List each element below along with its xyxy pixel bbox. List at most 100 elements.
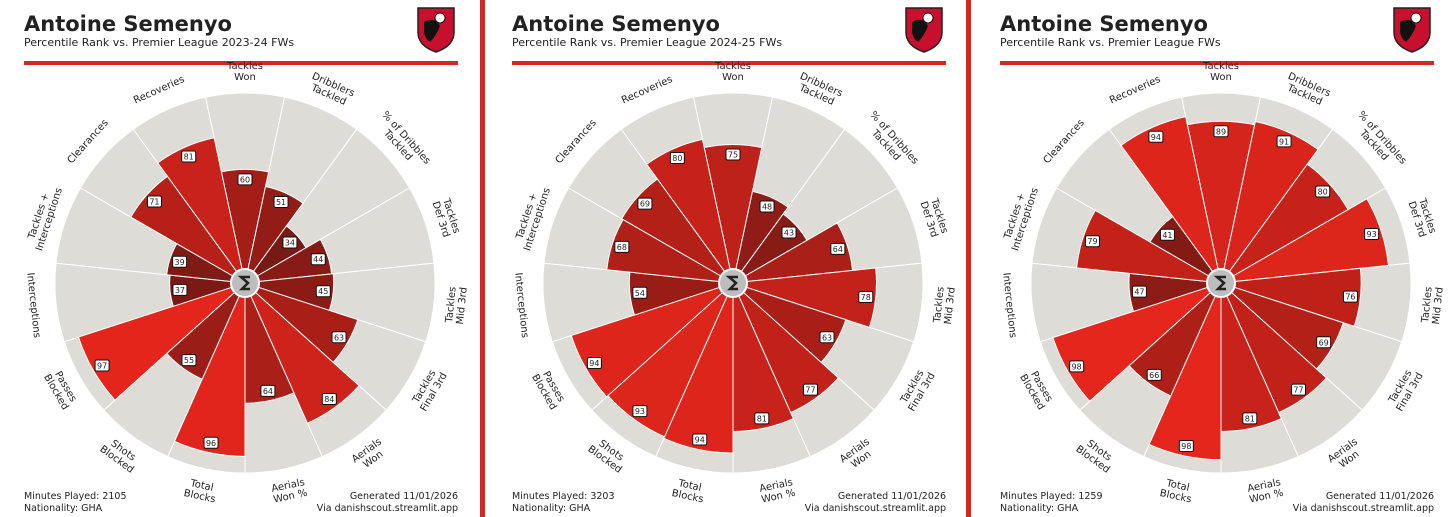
category-label: DribblersTackled bbox=[794, 71, 845, 110]
value-label: 69 bbox=[1319, 338, 1329, 347]
value-label: 45 bbox=[318, 287, 328, 296]
value-label-box bbox=[181, 354, 197, 367]
value-label: 66 bbox=[1149, 371, 1159, 380]
chart-title: Antoine Semenyo bbox=[512, 12, 720, 36]
header-rule bbox=[1000, 61, 1434, 65]
value-label-box bbox=[181, 150, 197, 163]
category-label-line: Tackles bbox=[714, 61, 751, 72]
value-label-box bbox=[637, 197, 653, 210]
value-label-box bbox=[1213, 125, 1229, 138]
value-label: 71 bbox=[149, 197, 159, 206]
category-label: TacklesDef 3rd bbox=[917, 196, 950, 239]
value-label: 96 bbox=[206, 439, 216, 448]
category-label: Recoveries bbox=[132, 74, 186, 106]
footer-note: Minutes Played: 1259 bbox=[1000, 491, 1103, 502]
value-label-box bbox=[146, 195, 162, 208]
category-label: ShotsBlocked bbox=[585, 435, 630, 476]
footer-note: Nationality: GHA bbox=[1000, 503, 1079, 514]
category-label-line: Tackles bbox=[226, 61, 263, 72]
category-label-line: Total bbox=[1164, 478, 1190, 494]
category-label: Tackles Won bbox=[714, 61, 751, 83]
category-label: TotalBlocks bbox=[1159, 477, 1195, 505]
category-label: AerialsWon % bbox=[1246, 477, 1284, 506]
value-label: 48 bbox=[762, 203, 772, 212]
value-label: 78 bbox=[861, 293, 871, 302]
category-label-line: Mid 3rd bbox=[1431, 287, 1446, 326]
value-label: 69 bbox=[640, 200, 650, 209]
value-label-box bbox=[282, 236, 298, 249]
value-label: 81 bbox=[184, 153, 194, 162]
center-logo-mark bbox=[1213, 275, 1226, 291]
value-label: 75 bbox=[728, 151, 738, 160]
value-label: 98 bbox=[1181, 442, 1191, 451]
value-label-box bbox=[632, 405, 648, 418]
club-badge-detail bbox=[912, 19, 928, 42]
club-badge-detail bbox=[1400, 19, 1416, 42]
value-label: 47 bbox=[1134, 288, 1144, 297]
value-label: 51 bbox=[276, 198, 286, 207]
value-label-box bbox=[94, 359, 110, 372]
category-label: DribblersTackled bbox=[306, 71, 357, 110]
chart-title: Antoine Semenyo bbox=[1000, 12, 1208, 36]
value-label-box bbox=[310, 253, 326, 266]
value-label: 60 bbox=[240, 175, 250, 184]
club-badge-ball bbox=[1410, 12, 1422, 24]
category-label: TacklesFinal 3rd bbox=[897, 365, 937, 413]
category-label: AerialsWon bbox=[1326, 436, 1366, 474]
chart-subtitle: Percentile Rank vs. Premier League 2023-… bbox=[24, 36, 294, 49]
footer-note: Via danishscout.streamlit.app bbox=[805, 503, 946, 514]
value-label: 76 bbox=[1345, 293, 1355, 302]
value-label-box bbox=[669, 152, 685, 165]
category-label-line: Mid 3rd bbox=[943, 287, 958, 326]
value-label-box bbox=[1276, 135, 1292, 148]
category-label-line: Interceptions bbox=[1000, 272, 1018, 338]
value-label: 93 bbox=[1367, 230, 1377, 239]
value-label-box bbox=[1148, 130, 1164, 143]
value-label-box bbox=[1146, 368, 1162, 381]
value-label: 39 bbox=[175, 258, 185, 267]
category-label: TotalBlocks bbox=[183, 477, 219, 505]
category-label-line: Interceptions bbox=[24, 272, 42, 338]
value-label: 93 bbox=[635, 407, 645, 416]
center-logo-mark bbox=[725, 275, 738, 291]
category-label: AerialsWon % bbox=[270, 477, 308, 506]
category-label: Interceptions bbox=[1000, 272, 1018, 338]
value-label-box bbox=[754, 412, 770, 425]
value-label: 63 bbox=[822, 333, 832, 342]
category-label: Recoveries bbox=[1108, 74, 1162, 106]
category-label-line: Total bbox=[188, 478, 214, 494]
value-label-box bbox=[1364, 228, 1380, 241]
value-label: 84 bbox=[324, 395, 334, 404]
category-label-line: Tackles bbox=[932, 286, 947, 324]
footer-note: Generated 11/01/2026 bbox=[1326, 491, 1434, 502]
category-label: ShotsBlocked bbox=[1073, 435, 1118, 476]
category-label-line: Won bbox=[722, 72, 744, 83]
category-label: PassesBlocked bbox=[529, 367, 568, 412]
value-label-box bbox=[1159, 228, 1175, 241]
value-label-box bbox=[725, 148, 741, 161]
category-label: TotalBlocks bbox=[671, 477, 707, 505]
header-rule bbox=[24, 61, 458, 65]
chart-subtitle: Percentile Rank vs. Premier League 2024-… bbox=[512, 36, 782, 49]
value-label-box bbox=[586, 357, 602, 370]
category-label-line: Won bbox=[1210, 72, 1232, 83]
footer-note: Via danishscout.streamlit.app bbox=[1293, 503, 1434, 514]
separator bbox=[480, 0, 485, 517]
value-label-box bbox=[1069, 360, 1085, 373]
chart-subtitle: Percentile Rank vs. Premier League FWs bbox=[1000, 36, 1221, 49]
separator bbox=[966, 0, 971, 517]
footer-note: Generated 11/01/2026 bbox=[350, 491, 458, 502]
category-label: Tackles Won bbox=[1202, 61, 1239, 83]
center-logo-mark bbox=[237, 275, 250, 291]
category-label: TacklesMid 3rd bbox=[444, 285, 470, 325]
value-label-box bbox=[315, 285, 331, 298]
footer-note: Via danishscout.streamlit.app bbox=[317, 503, 458, 514]
value-label: 89 bbox=[1216, 127, 1226, 136]
category-label: PassesBlocked bbox=[1017, 367, 1056, 412]
value-label: 37 bbox=[175, 286, 185, 295]
category-label: AerialsWon % bbox=[758, 477, 796, 506]
value-label: 91 bbox=[1279, 137, 1289, 146]
category-label: Tackles +Interceptions bbox=[1000, 183, 1041, 252]
category-label: Tackles Won bbox=[226, 61, 263, 83]
